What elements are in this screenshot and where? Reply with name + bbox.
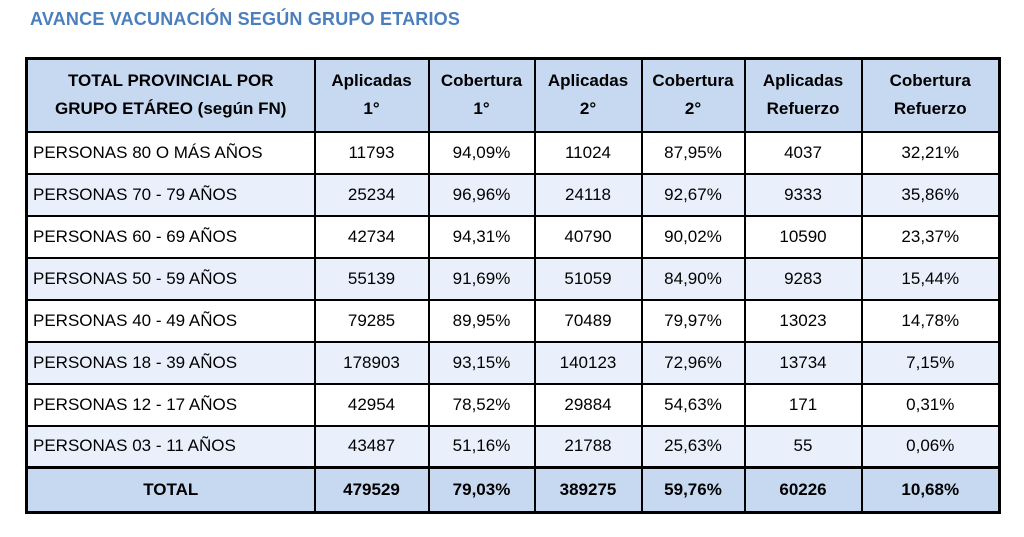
value-cell: 94,31% xyxy=(427,214,536,259)
value-cell: 84,90% xyxy=(640,256,746,301)
table-header: TOTAL PROVINCIAL POR GRUPO ETÁREO (según … xyxy=(25,57,1001,133)
total-value-cell: 59,76% xyxy=(640,466,746,514)
age-group-label: PERSONAS 12 - 17 AÑOS xyxy=(25,382,316,427)
total-value-cell: 479529 xyxy=(313,466,430,514)
table-row-5: PERSONAS 18 - 39 AÑOS 178903 93,15% 140123 7… xyxy=(25,340,1001,385)
value-cell: 87,95% xyxy=(640,130,746,175)
value-cell: 11793 xyxy=(313,130,430,175)
table-row-0: PERSONAS 80 O MÁS AÑOS 11793 94,09% 11024 87… xyxy=(25,130,1001,175)
value-cell: 51,16% xyxy=(427,424,536,469)
total-label: TOTAL xyxy=(25,466,316,514)
value-cell: 11024 xyxy=(533,130,643,175)
table-row-7: PERSONAS 03 - 11 AÑOS 43487 51,16% 21788 25,… xyxy=(25,424,1001,469)
value-cell: 29884 xyxy=(533,382,643,427)
value-cell: 35,86% xyxy=(860,172,1001,217)
total-value-cell: 60226 xyxy=(743,466,863,514)
table-row-6: PERSONAS 12 - 17 AÑOS 42954 78,52% 29884 54,… xyxy=(25,382,1001,427)
column-header-6: Cobertura Refuerzo xyxy=(860,57,1001,133)
page-title: AVANCE VACUNACIÓN SEGÚN GRUPO ETARIOS xyxy=(30,9,461,29)
value-cell: 171 xyxy=(743,382,863,427)
total-value-cell: 10,68% xyxy=(860,466,1001,514)
value-cell: 14,78% xyxy=(860,298,1001,343)
value-cell: 32,21% xyxy=(860,130,1001,175)
value-cell: 90,02% xyxy=(640,214,746,259)
column-header-5: Aplicadas Refuerzo xyxy=(743,57,863,133)
value-cell: 51059 xyxy=(533,256,643,301)
value-cell: 25,63% xyxy=(640,424,746,469)
value-cell: 96,96% xyxy=(427,172,536,217)
value-cell: 42954 xyxy=(313,382,430,427)
value-cell: 4037 xyxy=(743,130,863,175)
value-cell: 92,67% xyxy=(640,172,746,217)
column-header-2: Cobertura 1° xyxy=(427,57,536,133)
total-value-cell: 79,03% xyxy=(427,466,536,514)
age-group-label: PERSONAS 03 - 11 AÑOS xyxy=(25,424,316,469)
total-value-cell: 389275 xyxy=(533,466,643,514)
value-cell: 9333 xyxy=(743,172,863,217)
value-cell: 79,97% xyxy=(640,298,746,343)
age-group-label: PERSONAS 50 - 59 AÑOS xyxy=(25,256,316,301)
value-cell: 42734 xyxy=(313,214,430,259)
value-cell: 140123 xyxy=(533,340,643,385)
age-group-label: PERSONAS 80 O MÁS AÑOS xyxy=(25,130,316,175)
vaccination-table: TOTAL PROVINCIAL POR GRUPO ETÁREO (según … xyxy=(25,57,1001,514)
value-cell: 7,15% xyxy=(860,340,1001,385)
value-cell: 0,31% xyxy=(860,382,1001,427)
total-row: TOTAL 479529 79,03% 389275 59,76% 60226 10,68% xyxy=(25,466,1001,514)
value-cell: 24118 xyxy=(533,172,643,217)
value-cell: 21788 xyxy=(533,424,643,469)
value-cell: 70489 xyxy=(533,298,643,343)
table-footer: TOTAL 479529 79,03% 389275 59,76% 60226 10,68% xyxy=(25,466,1001,514)
value-cell: 13023 xyxy=(743,298,863,343)
value-cell: 9283 xyxy=(743,256,863,301)
value-cell: 54,63% xyxy=(640,382,746,427)
value-cell: 23,37% xyxy=(860,214,1001,259)
value-cell: 0,06% xyxy=(860,424,1001,469)
value-cell: 89,95% xyxy=(427,298,536,343)
value-cell: 94,09% xyxy=(427,130,536,175)
age-group-label: PERSONAS 40 - 49 AÑOS xyxy=(25,298,316,343)
value-cell: 93,15% xyxy=(427,340,536,385)
value-cell: 72,96% xyxy=(640,340,746,385)
value-cell: 55139 xyxy=(313,256,430,301)
column-header-3: Aplicadas 2° xyxy=(533,57,643,133)
value-cell: 43487 xyxy=(313,424,430,469)
table-container: TOTAL PROVINCIAL POR GRUPO ETÁREO (según … xyxy=(25,57,1024,514)
header-row: TOTAL PROVINCIAL POR GRUPO ETÁREO (según … xyxy=(25,57,1001,133)
column-header-0: TOTAL PROVINCIAL POR GRUPO ETÁREO (según … xyxy=(25,57,316,133)
table-body: PERSONAS 80 O MÁS AÑOS 11793 94,09% 11024 87… xyxy=(25,130,1001,469)
value-cell: 10590 xyxy=(743,214,863,259)
table-row-2: PERSONAS 60 - 69 AÑOS 42734 94,31% 40790 90,… xyxy=(25,214,1001,259)
value-cell: 55 xyxy=(743,424,863,469)
value-cell: 25234 xyxy=(313,172,430,217)
table-row-4: PERSONAS 40 - 49 AÑOS 79285 89,95% 70489 79,… xyxy=(25,298,1001,343)
table-row-1: PERSONAS 70 - 79 AÑOS 25234 96,96% 24118 92,… xyxy=(25,172,1001,217)
value-cell: 79285 xyxy=(313,298,430,343)
value-cell: 178903 xyxy=(313,340,430,385)
column-header-4: Cobertura 2° xyxy=(640,57,746,133)
age-group-label: PERSONAS 60 - 69 AÑOS xyxy=(25,214,316,259)
age-group-label: PERSONAS 18 - 39 AÑOS xyxy=(25,340,316,385)
value-cell: 91,69% xyxy=(427,256,536,301)
column-header-1: Aplicadas 1° xyxy=(313,57,430,133)
age-group-label: PERSONAS 70 - 79 AÑOS xyxy=(25,172,316,217)
value-cell: 13734 xyxy=(743,340,863,385)
value-cell: 78,52% xyxy=(427,382,536,427)
table-row-3: PERSONAS 50 - 59 AÑOS 55139 91,69% 51059 84,… xyxy=(25,256,1001,301)
value-cell: 15,44% xyxy=(860,256,1001,301)
value-cell: 40790 xyxy=(533,214,643,259)
